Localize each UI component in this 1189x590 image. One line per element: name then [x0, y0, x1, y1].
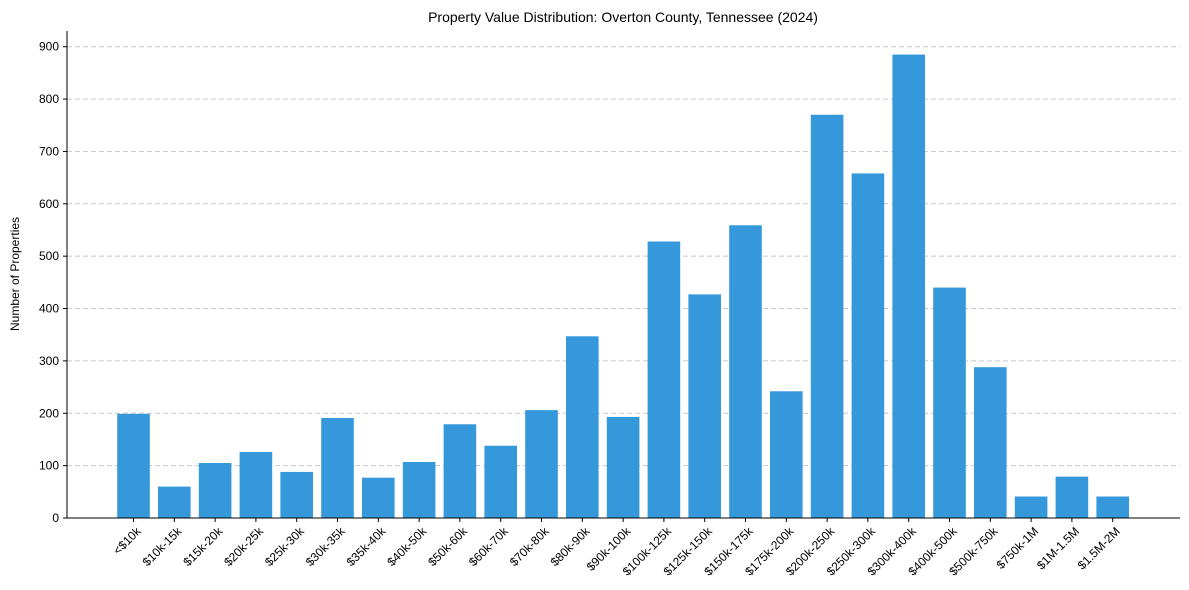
y-tick-label: 0: [52, 511, 59, 525]
grid-lines: [67, 46, 1180, 467]
bar: [810, 114, 844, 518]
x-tick-label: $15k-20k: [180, 524, 226, 570]
bar: [198, 463, 232, 518]
bar: [158, 486, 191, 518]
x-tick-label: $30k-35k: [303, 524, 349, 570]
x-tick-label: $50k-60k: [425, 524, 471, 570]
y-tick-label: 200: [39, 406, 59, 420]
bar: [1014, 496, 1048, 518]
bar: [321, 417, 354, 518]
bar: [688, 294, 721, 518]
y-tick-label: 300: [39, 354, 59, 368]
bar: [280, 471, 313, 518]
y-tick-label: 800: [39, 92, 59, 106]
x-tick-label: $1M-1.5M: [1034, 524, 1082, 572]
bar: [443, 424, 477, 518]
bar: [402, 461, 436, 518]
bar: [566, 336, 599, 518]
y-tick-label: 900: [39, 40, 59, 54]
bar: [362, 477, 395, 518]
bar: [606, 416, 640, 518]
x-tick-label: $750k-1M: [994, 524, 1042, 572]
bar: [117, 413, 150, 518]
bar: [892, 54, 925, 519]
bar: [647, 241, 681, 518]
x-tick-label: $10k-15k: [140, 524, 186, 570]
y-ticks: 0 100 200 300 400 500 600 700 800 900: [39, 40, 67, 525]
bar: [851, 173, 885, 519]
bar: [974, 367, 1007, 518]
y-tick-label: 100: [39, 459, 59, 473]
bar: [525, 410, 558, 518]
chart-title: Property Value Distribution: Overton Cou…: [428, 9, 818, 25]
bar: [933, 287, 966, 518]
x-tick-label: $20k-25k: [221, 524, 267, 570]
x-tick-label: $1.5M-2M: [1075, 524, 1123, 572]
bar: [239, 452, 273, 518]
x-ticks: <$10k$10k-15k$15k-20k$20k-25k$25k-30k$30…: [110, 518, 1123, 578]
bar: [1055, 476, 1089, 518]
bar: [484, 445, 517, 518]
bars: [117, 54, 1129, 519]
x-tick-label: $70k-80k: [507, 524, 553, 570]
x-tick-label: $35k-40k: [344, 524, 390, 570]
x-tick-label: $40k-50k: [384, 524, 430, 570]
x-tick-label: <$10k: [110, 524, 144, 558]
y-tick-label: 600: [39, 197, 59, 211]
x-tick-label: $25k-30k: [262, 524, 308, 570]
y-tick-label: 500: [39, 249, 59, 263]
bar: [770, 391, 803, 518]
bar: [729, 225, 762, 518]
y-tick-label: 700: [39, 144, 59, 158]
bar: [1096, 496, 1129, 518]
y-tick-label: 400: [39, 302, 59, 316]
x-tick-label: $60k-70k: [466, 524, 512, 570]
y-axis-label: Number of Properties: [8, 217, 22, 331]
